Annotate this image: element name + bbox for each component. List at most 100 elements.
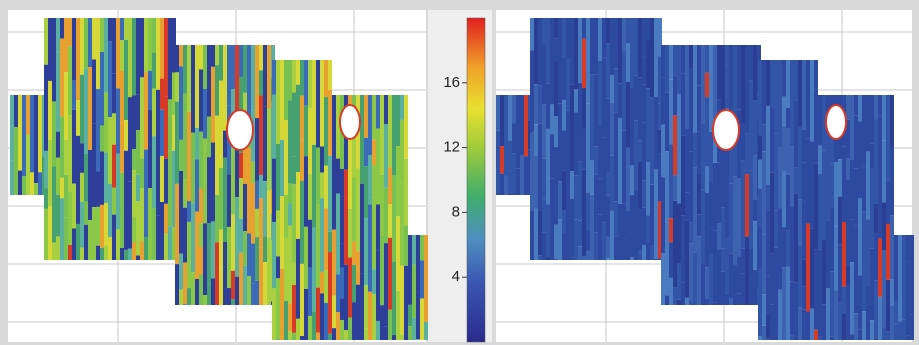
map-stripe [814,249,818,330]
map-stripe [388,95,392,168]
map-stripe [175,264,179,305]
map-stripe [794,193,798,283]
map-stripe [642,56,646,85]
map-stripe [705,298,709,305]
map-stripe [890,215,894,280]
map-stripe [108,117,112,184]
map-stripe [136,94,140,131]
map-stripe [164,233,168,260]
map-stripe [594,18,598,75]
map-stripe [384,326,388,340]
map-stripe [68,191,72,245]
map-stripe [72,18,76,81]
map-stripe [725,65,729,109]
map-stripe [92,59,96,124]
map-stripe [838,302,842,340]
map-stripe [160,18,164,79]
map-stripe [243,183,247,232]
map-stripe [352,264,356,303]
map-stripe [554,258,558,260]
map-stripe [512,153,516,195]
map-stripe [120,172,124,248]
map-stripe [634,190,638,260]
map-stripe [802,286,806,310]
map-stripe [538,123,542,211]
map-stripe [372,139,376,166]
map-stripe [263,45,267,107]
map-stripe [304,60,308,106]
map-stripe [766,105,770,185]
map-stripe [296,84,300,173]
map-stripe [717,45,721,100]
map-stripe [199,274,203,305]
map-stripe [594,74,598,147]
map-stripe [38,95,42,173]
map-stripe [566,18,570,60]
map-stripe [578,161,582,221]
map-stripe [215,242,219,305]
map-stripe [582,169,586,256]
map-stripe [80,172,84,202]
map-stripe [854,225,858,314]
map-stripe [890,95,894,148]
map-stripe [219,229,223,269]
map-stripe [56,18,60,52]
map-stripe [96,206,100,246]
map-stripe [562,170,566,211]
map-stripe [646,241,650,260]
map-stripe [774,133,778,157]
map-stripe [284,60,288,120]
map-stripe [259,95,263,176]
map-stripe [251,183,255,244]
map-stripe [677,114,681,204]
map-stripe [412,317,416,340]
map-stripe [554,61,558,117]
map-stripe [183,179,187,208]
map-stripe [622,18,626,51]
map-stripe [136,18,140,95]
map-stripe [614,236,618,260]
map-stripe [203,295,207,305]
map-stripe [890,147,894,216]
map-stripe [267,190,271,238]
map-stripe [263,181,267,237]
map-stripe [160,202,164,260]
map-stripe [199,188,203,224]
map-stripe [586,192,590,231]
map-stripe [866,151,870,220]
map-stripe [546,83,550,129]
map-stripe [288,303,292,332]
map-hole [825,104,847,140]
map-stripe [332,144,336,230]
map-stripe [352,302,356,340]
map-stripe [725,145,729,188]
map-stripe [187,288,191,305]
map-stripe [26,95,30,135]
map-stripe [814,163,818,250]
map-stripe [124,120,128,151]
map-stripe [172,114,176,151]
map-stripe [554,38,558,62]
map-stripe [673,175,677,201]
map-stripe [304,156,308,227]
map-stripe [368,95,372,156]
map-stripe [677,299,681,305]
map-stripe [858,198,862,276]
map-stripe [638,18,642,78]
map-stripe [175,101,179,184]
map-stripe [332,328,336,340]
map-stripe [626,18,630,44]
map-stripe [630,165,634,195]
map-stripe [725,293,729,305]
map-stripe [140,241,144,260]
map-stripe [60,38,64,117]
map-stripe [296,318,300,340]
map-stripe [96,18,100,90]
map-stripe [156,89,160,128]
map-stripe [284,237,288,301]
map-stripe [336,274,340,312]
map-stripe [721,300,725,305]
map-stripe [689,300,693,305]
map-stripe [530,132,534,211]
map-stripe [685,192,689,221]
